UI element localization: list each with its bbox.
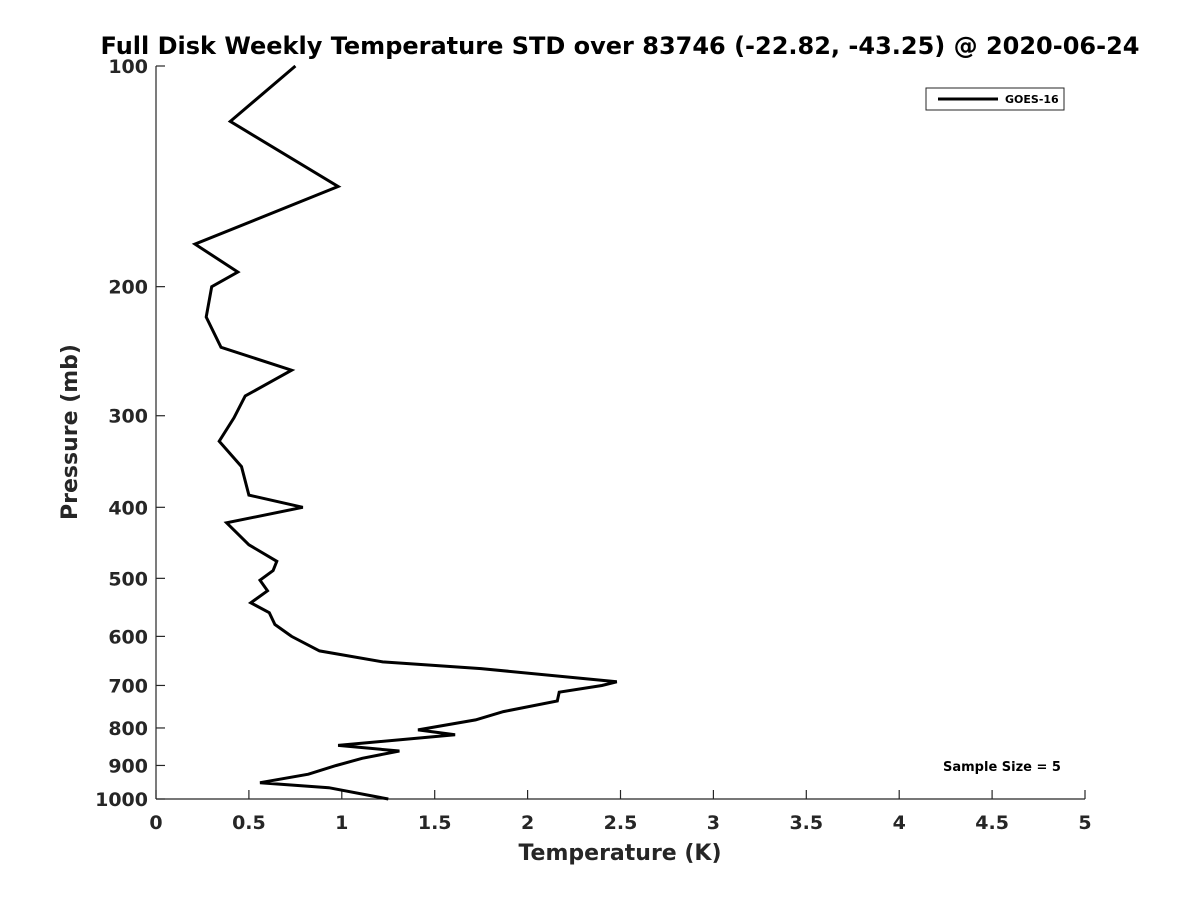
y-tick-label: 1000 [95,789,148,811]
legend-entry-goes-16: GOES-16 [1005,93,1059,106]
y-tick-label: 400 [108,497,148,519]
x-axis-ticks: 0 0.5 1 1.5 2 2.5 3 3.5 4 4.5 5 [149,790,1092,834]
x-tick-label: 5 [1078,812,1091,834]
y-axis-ticks: 100 200 300 400 500 600 700 800 900 1000 [95,56,165,811]
series-line-goes-16 [191,64,618,801]
legend: GOES-16 [925,87,1065,111]
x-tick-label: 3 [707,812,720,834]
x-tick-label: 1 [335,812,348,834]
x-tick-label: 4 [893,812,906,834]
y-axis-label: Pressure (mb) [58,344,83,520]
x-tick-label: 0 [149,812,162,834]
y-tick-label: 900 [108,755,148,777]
y-tick-label: 300 [108,406,148,428]
sample-size-annotation: Sample Size = 5 [943,760,1061,775]
y-tick-label: 700 [108,675,148,697]
y-tick-label: 200 [108,277,148,299]
plot-area: 0 0.5 1 1.5 2 2.5 3 3.5 4 4.5 5 100 200 300 400 500 600… [95,56,1092,834]
y-tick-label: 600 [108,626,148,648]
chart-title: Full Disk Weekly Temperature STD over 83… [101,32,1140,60]
x-tick-label: 2.5 [604,812,638,834]
y-tick-label: 800 [108,718,148,740]
x-tick-label: 2 [521,812,534,834]
series-layer [191,64,618,801]
x-tick-label: 3.5 [789,812,823,834]
x-tick-label: 0.5 [232,812,266,834]
x-tick-label: 4.5 [975,812,1009,834]
x-axis-label: Temperature (K) [518,841,721,866]
y-tick-label: 500 [108,568,148,590]
y-tick-label: 100 [108,56,148,78]
x-tick-label: 1.5 [418,812,452,834]
